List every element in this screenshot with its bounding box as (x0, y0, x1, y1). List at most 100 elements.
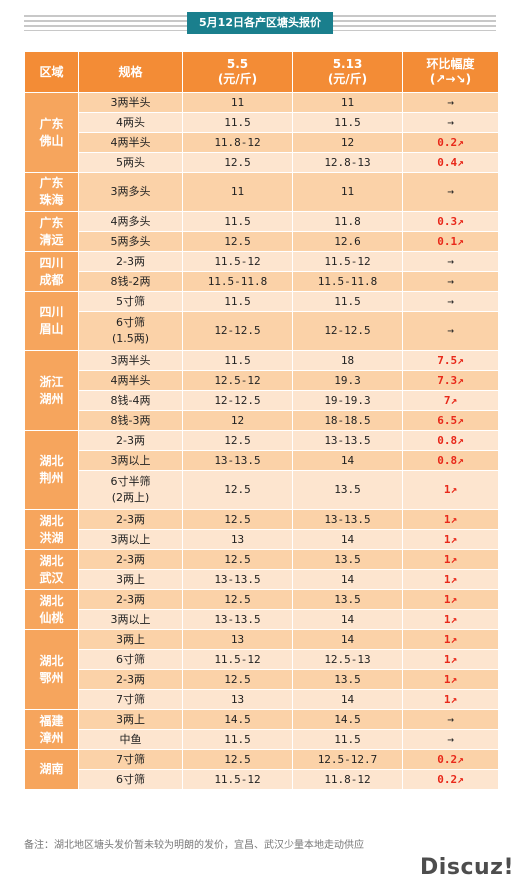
price-5-5-cell: 12.5 (182, 430, 293, 451)
table-row: 湖南 7寸筛 12.5 12.5-12.7 0.2↗ (24, 749, 499, 790)
table-row: 3两以上 13 14 1↗ (25, 529, 499, 550)
change-cell: 6.5↗ (402, 410, 499, 431)
region-cell: 四川 成都 (24, 251, 79, 292)
change-cell: → (402, 709, 499, 730)
header-row: 区域 规格 5.5 (元/斤) 5.13 (元/斤) 环比幅度 (↗→↘) (24, 51, 499, 93)
price-5-13-cell: 11 (292, 92, 403, 113)
price-5-5-cell: 11 (182, 92, 293, 113)
spec-label: 2-3两 (116, 593, 145, 606)
change-cell: 0.8↗ (402, 450, 499, 471)
page-title: 5月12日各产区塘头报价 (187, 12, 333, 34)
price-5-5-cell: 12.5 (182, 669, 293, 690)
spec-label: 6寸半筛 (110, 475, 151, 488)
table-row: 湖北 荆州 2-3两 12.5 13-13.5 0.8↗ (24, 430, 499, 510)
table-row: 6寸筛 11.5-12 11.8-12 0.2↗ (25, 769, 499, 790)
table-body: 广东 佛山 3两半头 11 11 → 4两头 11.5 11.5 → 4两半头 11.8-12 12 0.… (24, 92, 499, 790)
spec-cell: 6寸筛 (78, 649, 183, 670)
table-row: 福建 漳州 3两上 14.5 14.5 → (24, 709, 499, 750)
price-5-13-cell: 14 (292, 569, 403, 590)
spec-label: 中鱼 (119, 733, 142, 746)
price-5-13-cell: 11 (292, 172, 403, 212)
region-label: 浙江 (39, 374, 64, 389)
spec-cell: 3两上 (78, 629, 183, 650)
price-5-5-cell: 11.5-12 (182, 649, 293, 670)
region-cell: 湖南 (24, 749, 79, 790)
spec-label: 7寸筛 (116, 753, 145, 766)
price-5-5-cell: 12-12.5 (182, 390, 293, 411)
header-region: 区域 (24, 51, 79, 93)
spec-label: 3两半头 (110, 96, 151, 109)
region-cell: 湖北 仙桃 (24, 589, 79, 630)
spec-cell: 8钱-4两 (78, 390, 183, 411)
spec-label: 3两以上 (110, 613, 151, 626)
header-date-1: 5.5 (元/斤) (182, 51, 293, 93)
price-5-13-cell: 11.5-12 (292, 251, 403, 272)
table-row: 广东 佛山 3两半头 11 11 → (24, 92, 499, 173)
region-label: 福建 (39, 713, 64, 728)
change-cell: 0.3↗ (402, 211, 499, 232)
title-bar: 5月12日各产区塘头报价 (24, 12, 496, 34)
price-5-13-cell: 14 (292, 450, 403, 471)
spec-cell: 2-3两 (78, 430, 183, 451)
change-cell: 0.8↗ (402, 430, 499, 451)
region-cell: 广东 珠海 (24, 172, 79, 212)
change-cell: 1↗ (402, 629, 499, 650)
region-label: 仙桃 (39, 610, 64, 625)
header-spec: 规格 (78, 51, 183, 93)
region-label: 湖北 (39, 593, 64, 608)
change-cell: 0.1↗ (402, 231, 499, 252)
spec-label: 5寸筛 (116, 295, 145, 308)
price-5-5-cell: 11.5-11.8 (182, 271, 293, 292)
table-row: 广东 珠海 3两多头 11 11 → (24, 172, 499, 212)
spec-label: 5两多头 (110, 235, 151, 248)
price-5-13-cell: 19-19.3 (292, 390, 403, 411)
region-label: 湖南 (39, 762, 64, 776)
region-cell: 湖北 鄂州 (24, 629, 79, 710)
change-cell: → (402, 251, 499, 272)
change-cell: 1↗ (402, 470, 499, 510)
change-cell: 0.4↗ (402, 152, 499, 173)
price-5-5-cell: 12.5 (182, 509, 293, 530)
price-5-5-cell: 12 (182, 410, 293, 431)
price-5-13-cell: 11.5-11.8 (292, 271, 403, 292)
price-5-5-cell: 11.5 (182, 112, 293, 133)
region-cell: 湖北 武汉 (24, 549, 79, 590)
footnote: 备注：湖北地区塘头发价暂未较为明朗的发价，宜昌、武汉少量本地走动供应 (24, 840, 364, 851)
spec-label: 5两头 (116, 156, 145, 169)
table-row: 4两半头 11.8-12 12 0.2↗ (25, 132, 499, 153)
region-label: 鄂州 (39, 670, 64, 685)
spec-cell: 4两半头 (78, 132, 183, 153)
price-5-13-cell: 19.3 (292, 370, 403, 391)
price-5-5-cell: 13 (182, 529, 293, 550)
price-5-5-cell: 11.5-12 (182, 251, 293, 272)
spec-label: 3两半头 (110, 354, 151, 367)
price-5-13-cell: 18 (292, 350, 403, 371)
price-5-13-cell: 13.5 (292, 669, 403, 690)
table-row: 8钱-2两 11.5-11.8 11.5-11.8 → (25, 271, 499, 292)
price-5-5-cell: 13 (182, 689, 293, 710)
spec-cell: 7寸筛 (78, 689, 183, 710)
price-5-13-cell: 12.5-12.7 (292, 749, 403, 770)
spec-label: 4两头 (116, 116, 145, 129)
region-label: 广东 (39, 215, 64, 230)
spec-label: 4两半头 (110, 136, 151, 149)
price-5-13-cell: 12.5-13 (292, 649, 403, 670)
region-label: 荆州 (39, 471, 64, 485)
spec-label: 3两上 (116, 633, 145, 646)
spec-label: 3两以上 (110, 533, 151, 546)
header-date-2: 5.13 (元/斤) (292, 51, 403, 93)
spec-cell: 3两以上 (78, 529, 183, 550)
region-label: 广东 (39, 176, 64, 190)
table-row: 5两头 12.5 12.8-13 0.4↗ (25, 152, 499, 173)
spec-cell: 4两半头 (78, 370, 183, 391)
price-5-5-cell: 13-13.5 (182, 450, 293, 471)
price-5-13-cell: 18-18.5 (292, 410, 403, 431)
price-5-13-cell: 13-13.5 (292, 509, 403, 530)
price-5-5-cell: 12.5 (182, 589, 293, 610)
spec-cell: 3两以上 (78, 450, 183, 471)
spec-label: 3两上 (116, 573, 145, 586)
change-cell: 7↗ (402, 390, 499, 411)
price-5-5-cell: 13-13.5 (182, 569, 293, 590)
header-date-2-value: 5.13 (332, 57, 363, 71)
header-date-2-unit: (元/斤) (327, 72, 368, 86)
